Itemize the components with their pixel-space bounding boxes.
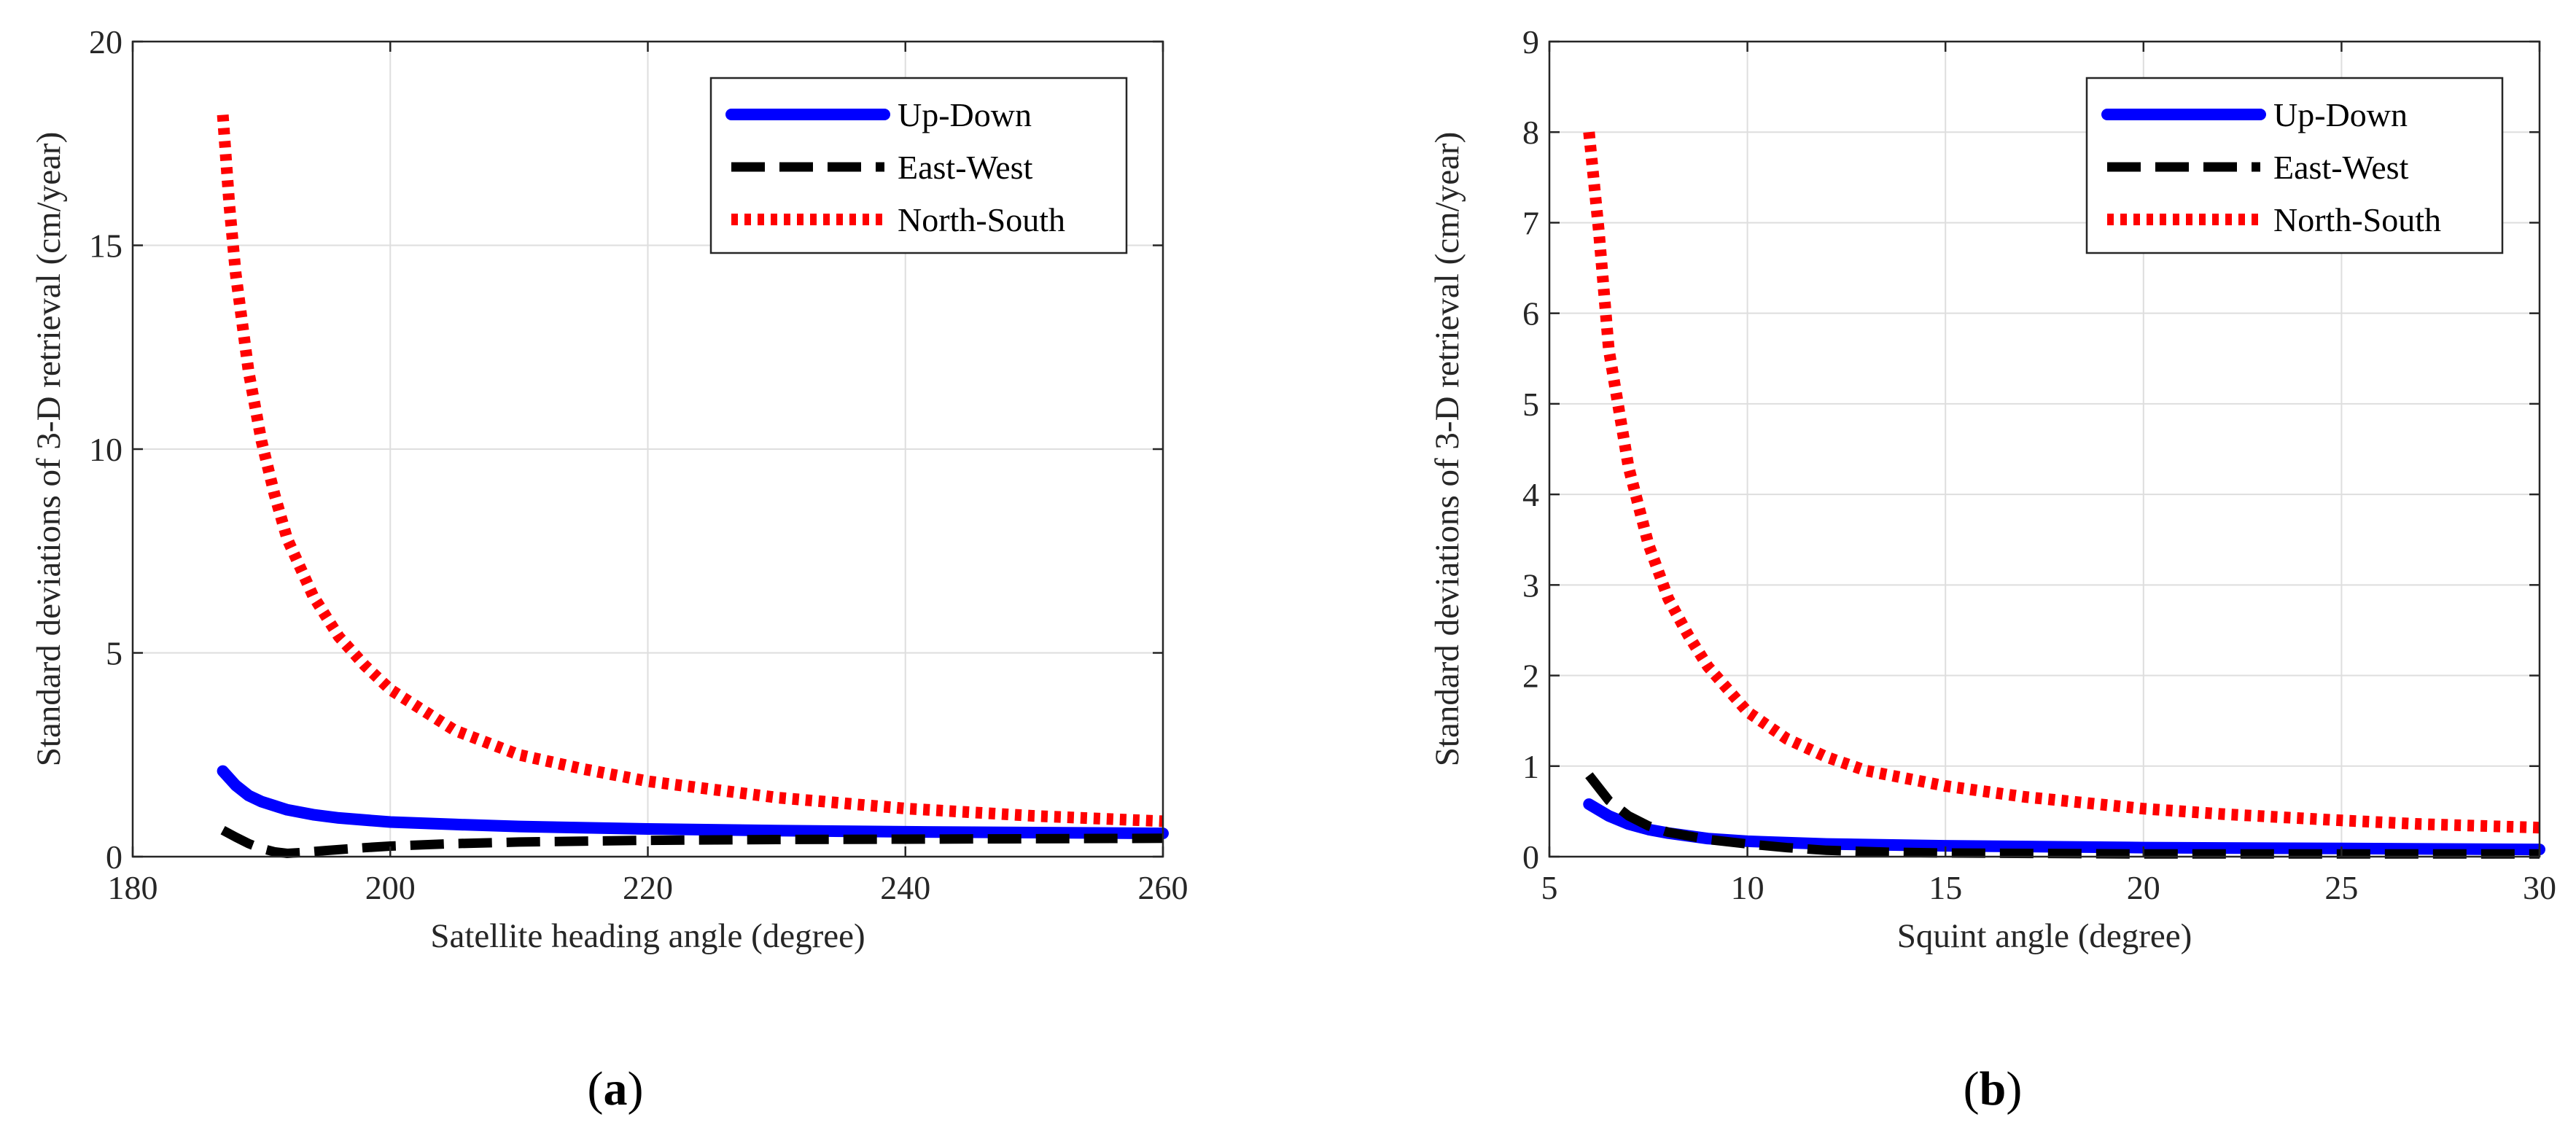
series-line-north-south <box>1583 131 2540 834</box>
panel-caption-letter: b <box>1980 1062 2007 1115</box>
series-line-north-south <box>217 114 1164 827</box>
legend-label: North-South <box>2273 201 2441 238</box>
legend: Up-Down East-West North-South <box>2085 77 2504 254</box>
series-line-east-west <box>1585 772 2540 859</box>
y-axis-label: Standard deviations of 3-D retrieval (cm… <box>1428 132 1466 766</box>
x-tick-label: 180 <box>108 869 158 906</box>
y-axis-label: Standard deviations of 3-D retrieval (cm… <box>30 132 68 766</box>
legend-label: East-West <box>898 149 1033 186</box>
y-tick-label: 7 <box>1522 204 1539 241</box>
x-tick-label: 220 <box>623 869 673 906</box>
chart-panel-a: 180 200 220 240 260 0 5 10 15 20 Satellite heading… <box>30 23 1188 1115</box>
series-line-up-down <box>217 765 1169 840</box>
x-tick-label: 30 <box>2523 869 2556 906</box>
y-tick-label: 5 <box>106 635 122 672</box>
y-tick-label: 4 <box>1522 476 1539 513</box>
x-tick-label: 240 <box>880 869 930 906</box>
y-tick-label: 9 <box>1522 23 1539 61</box>
panel-caption: (a) <box>588 1062 644 1115</box>
y-tick-label: 0 <box>106 838 122 876</box>
y-tick-label: 3 <box>1522 566 1539 604</box>
axes-box <box>1548 40 2541 858</box>
series-line-east-west <box>220 825 1164 858</box>
legend-label: North-South <box>898 201 1065 238</box>
x-tick-label: 5 <box>1541 869 1558 906</box>
y-tick-label: 5 <box>1522 386 1539 423</box>
x-tick-label: 260 <box>1138 869 1188 906</box>
x-tick-label: 200 <box>365 869 416 906</box>
x-tick-label: 25 <box>2324 869 2358 906</box>
y-tick-label: 1 <box>1522 748 1539 785</box>
legend: Up-Down East-West North-South <box>709 77 1128 254</box>
y-tick-label: 20 <box>89 23 122 61</box>
chart-panel-b: 5 10 15 20 25 30 0 1 2 3 4 5 6 7 8 9 Squint angle (degre… <box>1428 23 2556 1115</box>
x-tick-label: 20 <box>2127 869 2160 906</box>
x-tick-label: 15 <box>1929 869 1962 906</box>
panel-caption-letter: a <box>604 1062 628 1115</box>
legend-label: Up-Down <box>898 96 1032 133</box>
y-tick-label: 15 <box>89 227 122 265</box>
y-tick-label: 2 <box>1522 658 1539 695</box>
x-tick-label: 10 <box>1731 869 1764 906</box>
legend-label: East-West <box>2273 149 2409 186</box>
y-tick-label: 0 <box>1522 838 1539 876</box>
x-axis-label: Squint angle (degree) <box>1897 917 2192 955</box>
y-tick-label: 6 <box>1522 295 1539 332</box>
legend-label: Up-Down <box>2273 96 2408 133</box>
panel-caption: (b) <box>1964 1062 2023 1115</box>
y-tick-label: 10 <box>89 431 122 468</box>
x-axis-label: Satellite heading angle (degree) <box>430 917 865 955</box>
y-tick-label: 8 <box>1522 114 1539 151</box>
